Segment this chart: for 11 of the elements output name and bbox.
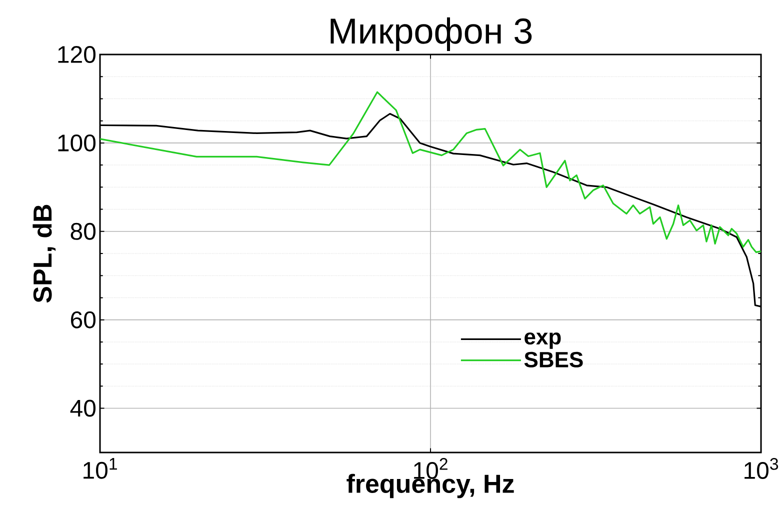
x-tick-label: 10$^{3}$ <box>744 458 778 480</box>
y-axis-title: SPL, dB <box>32 204 56 303</box>
y-tick-label: 120 <box>58 46 96 63</box>
x-tick-label: 10$^{1}$ <box>84 458 117 479</box>
y-tick-label: 40 <box>70 400 96 417</box>
chart-title: Микрофон 3 <box>330 17 532 51</box>
y-tick-label: 100 <box>58 134 96 152</box>
y-tick-label: 60 <box>71 311 96 328</box>
legend-label: SBES <box>524 352 583 368</box>
y-tick-label: 80 <box>70 222 96 240</box>
legend-label: exp <box>524 332 561 349</box>
